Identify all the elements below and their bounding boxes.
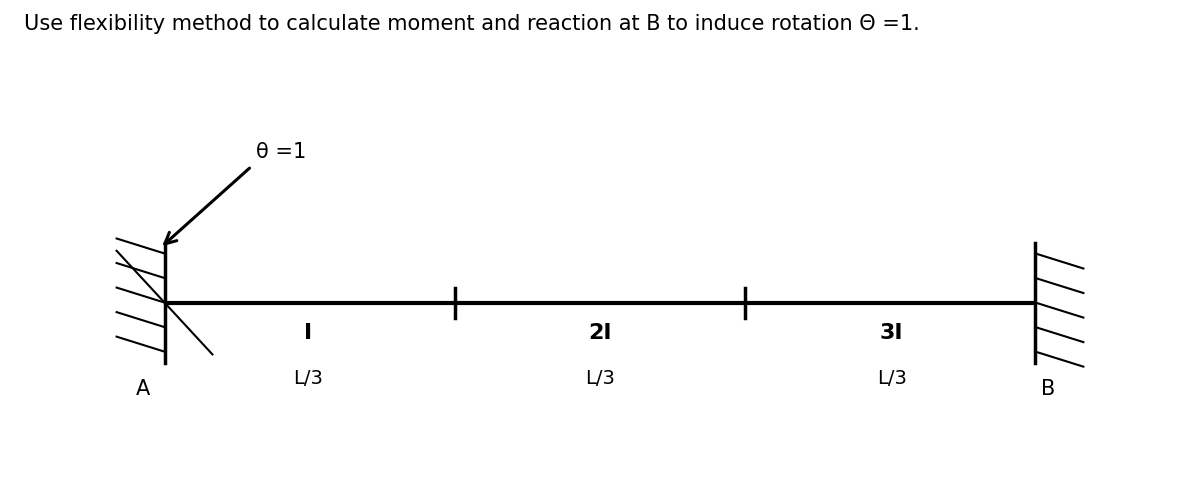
Text: 3I: 3I: [880, 323, 904, 343]
Text: 2I: 2I: [588, 323, 612, 343]
Text: L/3: L/3: [586, 369, 614, 388]
Text: I: I: [304, 323, 312, 343]
Text: L/3: L/3: [293, 369, 323, 388]
Text: L/3: L/3: [877, 369, 907, 388]
Text: A: A: [136, 379, 150, 399]
Text: B: B: [1042, 379, 1056, 399]
Text: θ =1: θ =1: [256, 142, 306, 162]
Text: Use flexibility method to calculate moment and reaction at B to induce rotation : Use flexibility method to calculate mome…: [24, 14, 919, 34]
